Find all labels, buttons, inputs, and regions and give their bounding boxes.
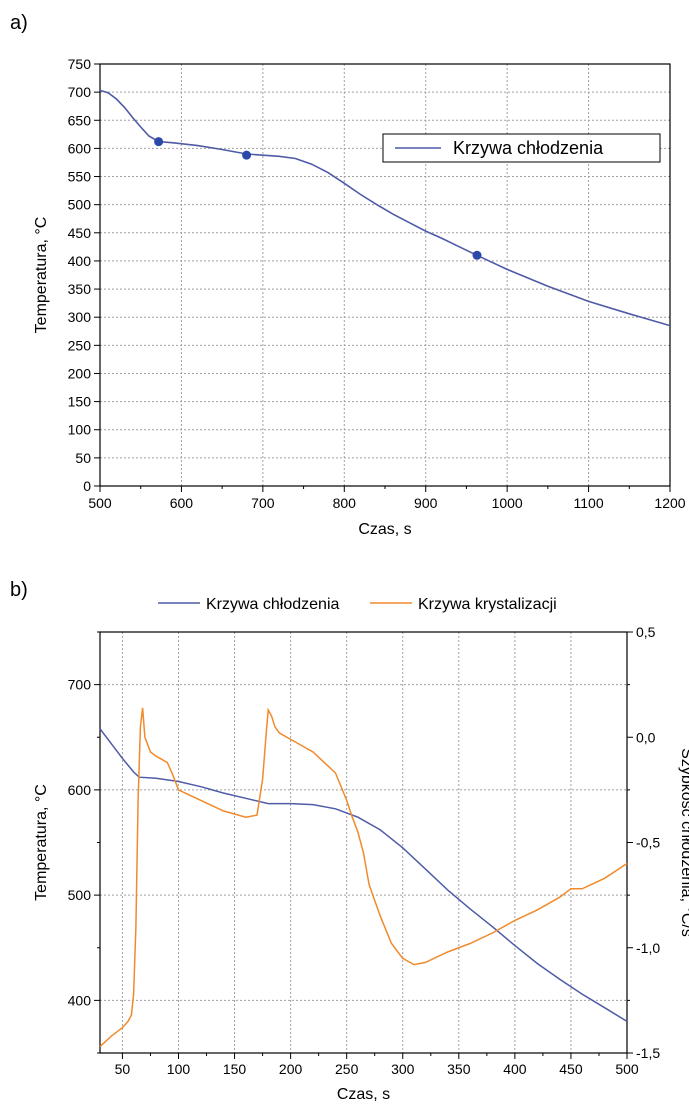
legend-label-crystallization: Krzywa krystalizacji: [418, 596, 557, 613]
y2-tick-label: -1,0: [636, 940, 660, 956]
y-tick-label: 700: [68, 84, 92, 100]
y-tick-label: 400: [68, 253, 92, 269]
legend-label-cooling: Krzywa chłodzenia: [453, 138, 604, 158]
y-tick-label: 300: [68, 309, 92, 325]
panel-label-b: b): [10, 579, 28, 601]
y-tick-label: 450: [68, 225, 92, 241]
x-axis-title: Czas, s: [358, 521, 411, 538]
y-tick-label: 650: [68, 112, 92, 128]
y2-tick-label: -1,5: [636, 1045, 660, 1061]
series-line-crystallization: [99, 707, 628, 1048]
x-tick-label: 50: [115, 1061, 131, 1077]
data-marker: [154, 137, 164, 147]
y-axis-title: Temperatura, °C: [33, 217, 50, 334]
x-tick-label: 500: [615, 1061, 639, 1077]
x-tick-label: 250: [335, 1061, 359, 1077]
x-tick-label: 600: [170, 495, 194, 511]
x-tick-label: 500: [88, 495, 112, 511]
x-tick-label: 200: [279, 1061, 303, 1077]
chart-b: 50 100 150 200 250 300 350 400 450 500 400 500 600 70…: [33, 596, 689, 1103]
series-line-cooling: [99, 728, 628, 1023]
x-tick-label: 1000: [492, 495, 523, 511]
x-tick-label: 400: [503, 1061, 527, 1077]
y-tick-label: 400: [68, 992, 92, 1008]
y-tick-label: 100: [68, 422, 92, 438]
y-axis-title: Temperatura, °C: [33, 784, 50, 901]
legend-label-cooling: Krzywa chłodzenia: [206, 596, 340, 613]
x-tick-label: 300: [391, 1061, 415, 1077]
x-tick-label: 900: [414, 495, 438, 511]
y-tick-label: 600: [68, 140, 92, 156]
x-tick-label: 150: [223, 1061, 247, 1077]
series-line-cooling: [99, 89, 671, 327]
x-tick-label: 450: [559, 1061, 583, 1077]
plot-frame: [99, 631, 628, 1054]
x-tick-label: 1200: [654, 495, 685, 511]
y-tick-label: 350: [68, 281, 92, 297]
y-tick-label: 750: [68, 56, 92, 72]
plot-frame: [99, 63, 671, 487]
y-tick-label: 250: [68, 337, 92, 353]
y2-tick-label: -0,5: [636, 835, 660, 851]
y-tick-label: 0: [83, 478, 91, 494]
x-tick-label: 1100: [574, 495, 604, 511]
y-tick-label: 500: [68, 887, 92, 903]
x-tick-label: 100: [167, 1061, 191, 1077]
y-tick-label: 700: [68, 677, 92, 693]
y2-axis-title: Szybkość chłodzenia, °C/s: [678, 748, 689, 937]
x-tick-label: 700: [251, 495, 275, 511]
y2-tick-label: 0,5: [636, 624, 656, 640]
chart-a: 500 600 700 800 900 1000 1100 1200 0 50 100 150 200 2…: [33, 56, 686, 538]
data-marker: [472, 250, 482, 260]
y-tick-label: 50: [75, 450, 91, 466]
panel-label-a: a): [10, 12, 28, 34]
x-tick-label: 350: [447, 1061, 471, 1077]
y2-tick-label: 0,0: [636, 729, 656, 745]
y-tick-label: 150: [68, 394, 92, 410]
x-axis-title: Czas, s: [337, 1086, 390, 1103]
data-marker: [242, 150, 252, 160]
x-tick-label: 800: [333, 495, 357, 511]
y-tick-label: 600: [68, 782, 92, 798]
y-tick-label: 500: [68, 197, 92, 213]
y-tick-label: 200: [68, 365, 92, 381]
y-tick-label: 550: [68, 169, 92, 185]
